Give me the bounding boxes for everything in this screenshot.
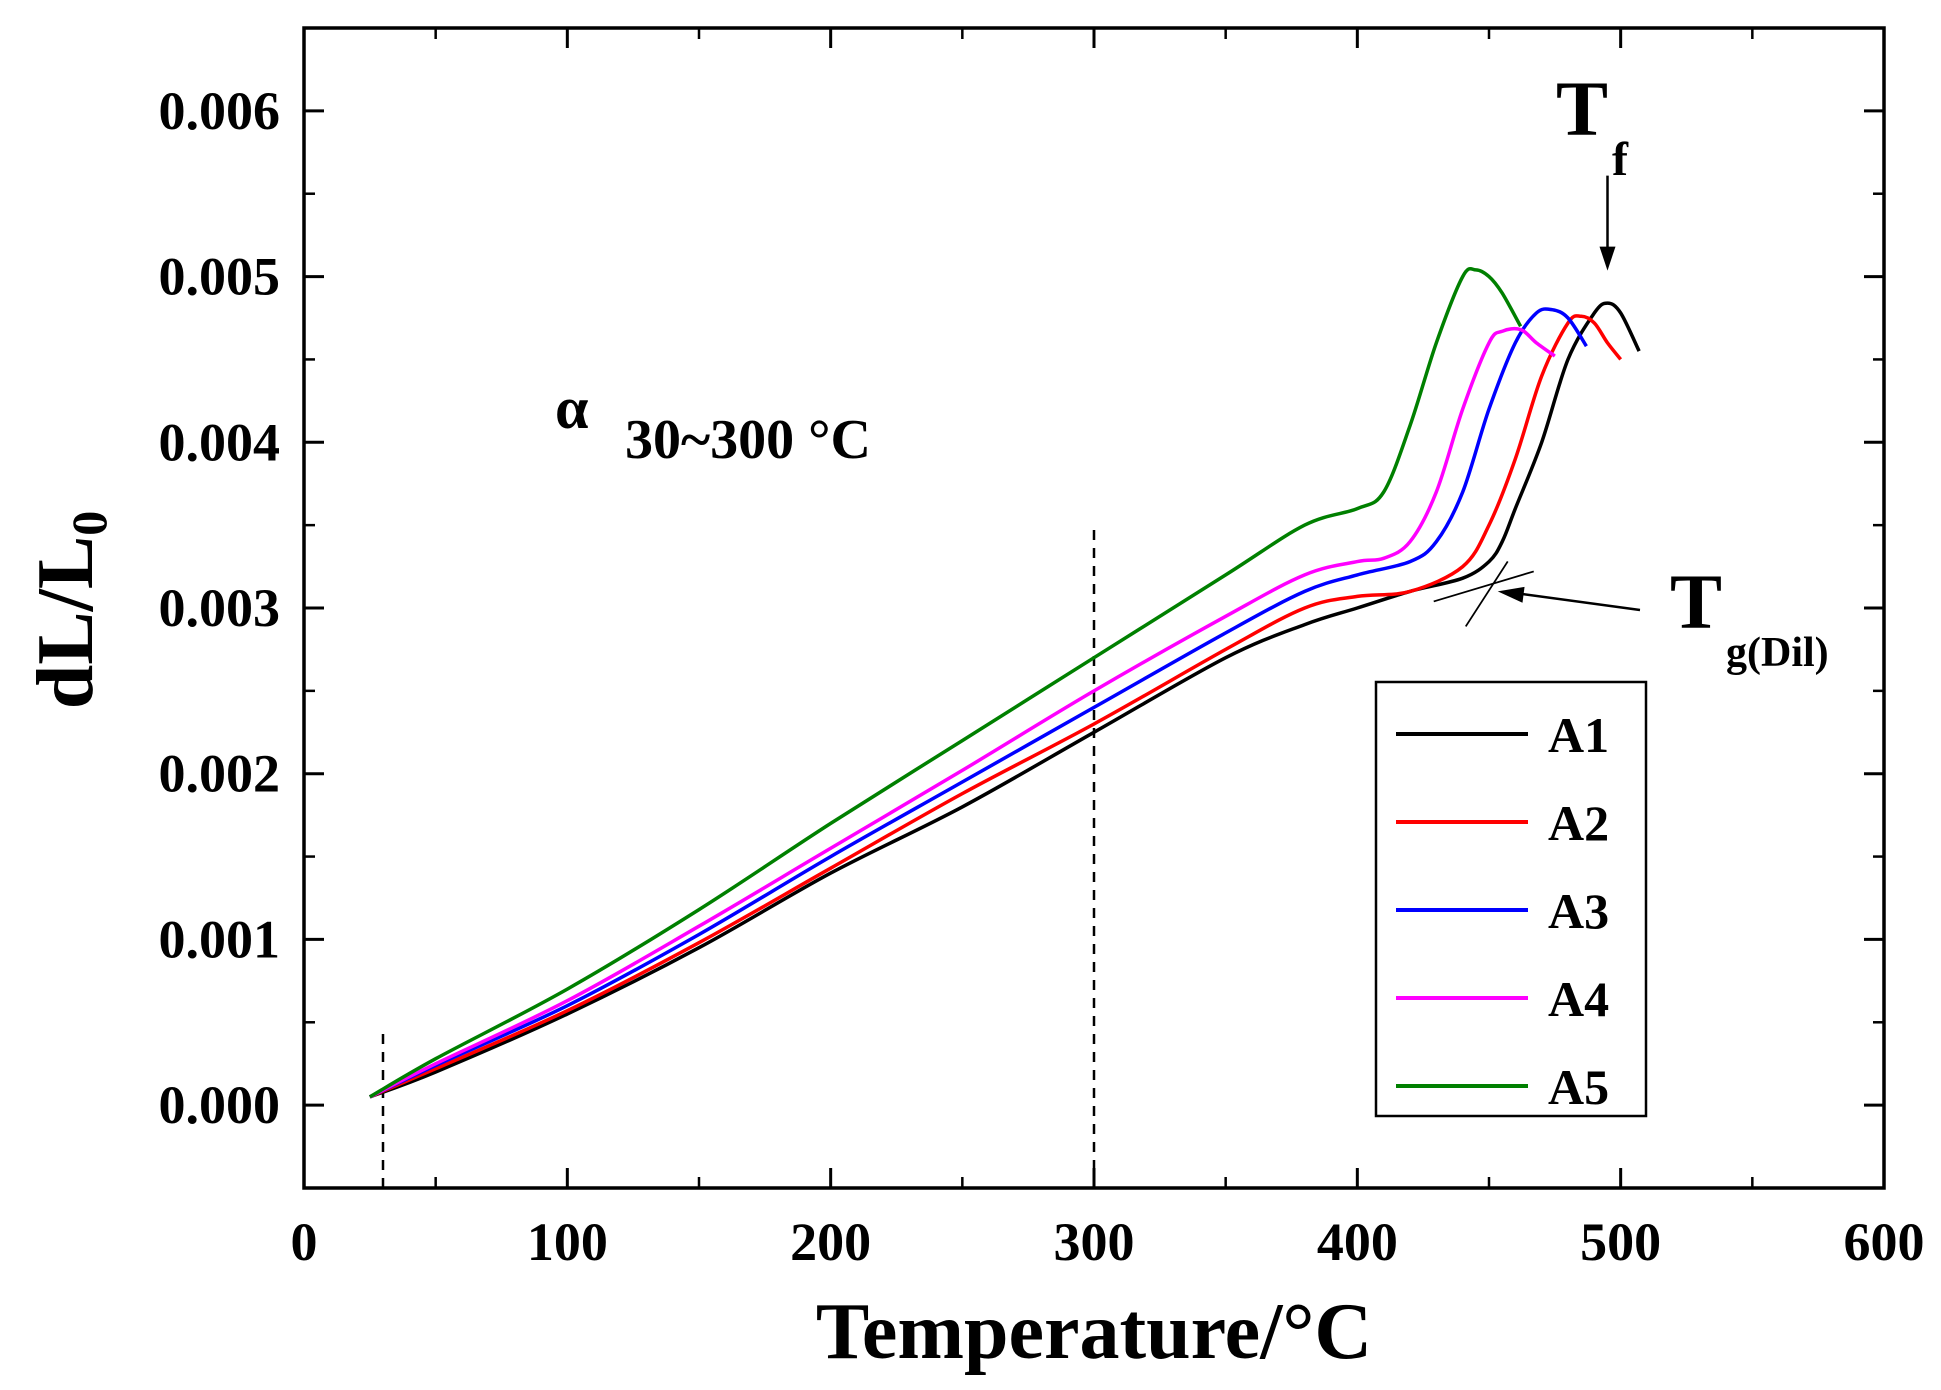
series-lines (368, 266, 1641, 1099)
tf-annotation: Tf (1556, 65, 1629, 271)
y-tick-label: 0.003 (159, 578, 281, 638)
reference-lines (381, 525, 1096, 1188)
tick-labels: 0 100 200 300 400 500 600 0.000 0.001 0.002 0.003 0… (159, 81, 1925, 1272)
x-tick-label: 500 (1580, 1212, 1661, 1272)
x-tick-label: 100 (527, 1212, 608, 1272)
tg-label-main: T (1670, 558, 1722, 645)
tf-label-sub: f (1612, 133, 1629, 186)
legend-box (1374, 680, 1648, 1118)
tg-arrow (1517, 592, 1641, 612)
series-line-a3 (369, 307, 1588, 1099)
alpha-annotation: α 30~300 °C (555, 375, 871, 471)
x-tick-label: 0 (291, 1212, 318, 1272)
legend: A1 A2 A3 A4 A5 (1374, 680, 1648, 1118)
x-axis-title: Temperature/°C (816, 1288, 1372, 1376)
legend-label-a3: A3 (1548, 883, 1609, 939)
tg-tangent-line (1433, 570, 1534, 603)
legend-items: A1 A2 A3 A4 A5 (1396, 707, 1609, 1115)
tf-arrow-head (1599, 246, 1616, 271)
legend-label-a5: A5 (1548, 1059, 1609, 1115)
tg-tangent-line (1464, 560, 1509, 627)
tf-label: Tf (1556, 65, 1629, 186)
tg-label-sub: g(Dil) (1726, 630, 1829, 676)
y-axis-title-sub: 0 (61, 511, 117, 536)
tf-label-main: T (1556, 65, 1608, 152)
alpha-range-label: 30~300 °C (625, 409, 871, 471)
y-tick-label: 0.005 (159, 247, 281, 307)
x-tick-label: 300 (1054, 1212, 1135, 1272)
series-line-a2 (369, 314, 1623, 1099)
y-axis-title-main: dL/L (22, 536, 110, 709)
y-axis-title: dL/L0 (22, 511, 117, 709)
legend-label-a1: A1 (1548, 707, 1609, 763)
y-tick-label: 0.004 (159, 412, 281, 472)
series-line-a1 (369, 301, 1641, 1099)
y-tick-label: 0.002 (159, 744, 281, 804)
y-tick-label: 0.006 (159, 81, 281, 141)
tg-arrow-head (1497, 586, 1525, 603)
x-tick-label: 200 (790, 1212, 871, 1272)
y-tick-label: 0.001 (159, 909, 281, 969)
series-line-a5 (368, 266, 1523, 1099)
alpha-symbol: α (555, 375, 589, 441)
legend-label-a4: A4 (1548, 971, 1609, 1027)
y-tick-label: 0.000 (159, 1075, 281, 1135)
legend-label-a2: A2 (1548, 795, 1609, 851)
x-tick-label: 600 (1844, 1212, 1925, 1272)
series-line-a4 (369, 326, 1556, 1099)
x-tick-label: 400 (1317, 1212, 1398, 1272)
tg-label: Tg(Dil) (1670, 558, 1829, 676)
tg-annotation: Tg(Dil) (1433, 558, 1829, 676)
